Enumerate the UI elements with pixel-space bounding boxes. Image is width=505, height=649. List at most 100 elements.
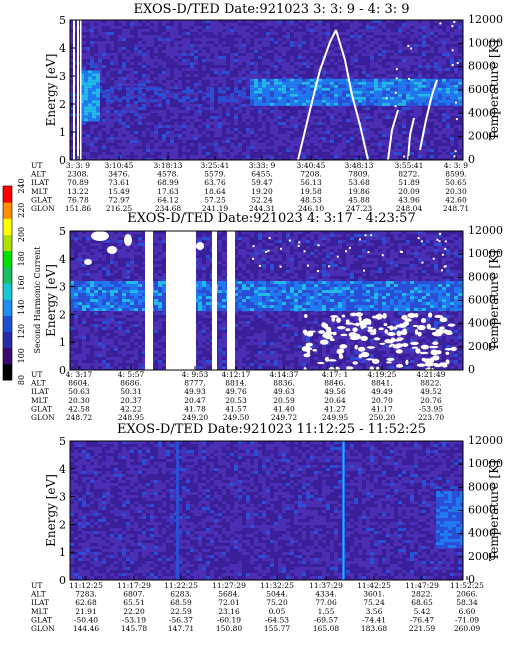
spectrogram-cell xyxy=(94,158,98,160)
emission-band-cell xyxy=(318,87,322,91)
spectrogram-cell xyxy=(418,44,422,47)
spectrogram-cell xyxy=(102,137,106,140)
spectrogram-cell xyxy=(390,107,394,110)
spectrogram-cell xyxy=(170,53,174,56)
spectrogram-cell xyxy=(126,128,130,131)
spectrogram-cell xyxy=(102,146,106,149)
emission-band-cell xyxy=(270,99,274,103)
spectrogram-cell xyxy=(302,62,306,65)
spectrogram-cell xyxy=(318,143,322,146)
spectrogram-cell xyxy=(326,56,330,59)
spectrogram-cell xyxy=(366,146,370,149)
spectrogram-cell xyxy=(370,128,374,131)
spectrogram-cell xyxy=(142,128,146,131)
spectrogram-cell xyxy=(226,140,230,143)
emission-band-cell xyxy=(290,102,294,106)
spectrogram-cell xyxy=(206,104,210,107)
spectrogram-cell xyxy=(290,62,294,65)
spectrogram-cell xyxy=(370,152,374,155)
spectrogram-cell xyxy=(130,140,134,143)
spectrogram-cell xyxy=(338,29,342,32)
spectrogram-cell xyxy=(74,95,78,98)
spectrogram-cell xyxy=(106,122,110,125)
spectrogram-cell xyxy=(154,47,158,50)
spectrogram-cell xyxy=(270,116,274,119)
spectrogram-cell xyxy=(154,23,158,26)
spectrogram-cell xyxy=(178,56,182,59)
spectrogram-cell xyxy=(102,44,106,47)
spectrogram-cell xyxy=(106,146,110,149)
spectrogram-cell xyxy=(226,143,230,146)
spectrogram-cell xyxy=(202,29,206,32)
spectrogram-cell xyxy=(262,71,266,74)
spectrogram-cell xyxy=(326,119,330,122)
emission-band-cell xyxy=(366,102,370,106)
spectrogram-cell xyxy=(238,155,242,158)
spectrogram-cell xyxy=(306,41,310,44)
spectrogram-cell xyxy=(98,128,102,131)
spectrogram-cell xyxy=(74,83,78,86)
spectrogram-cell xyxy=(306,35,310,38)
spectrogram-cell xyxy=(346,62,350,65)
spectrogram-cell xyxy=(334,59,338,62)
spectrogram-cell xyxy=(286,32,290,35)
spectrogram-cell xyxy=(134,74,138,77)
spectrogram-cell xyxy=(118,149,122,152)
spectrogram-cell xyxy=(254,62,258,65)
spectrogram-cell xyxy=(98,134,102,137)
spectrogram-cell xyxy=(434,149,438,152)
spectrogram-cell xyxy=(318,23,322,26)
spectrogram-cell xyxy=(126,152,130,155)
spectrogram-cell xyxy=(358,77,362,80)
spectrogram-cell xyxy=(230,89,234,92)
spectrogram-cell xyxy=(390,50,394,53)
spectrogram-cell xyxy=(274,29,278,32)
spectrogram-cell xyxy=(154,107,158,110)
spectrogram-cell xyxy=(170,80,174,83)
spectrogram-cell xyxy=(450,71,454,74)
spectrogram-cell xyxy=(226,104,230,107)
spectrogram-cell xyxy=(270,29,274,32)
spectrogram-cell xyxy=(106,104,110,107)
spectrogram-cell xyxy=(426,44,430,47)
spectrogram-cell xyxy=(162,131,166,134)
spectrogram-cell xyxy=(442,113,446,116)
spectrogram-cell xyxy=(82,35,86,38)
spectrogram-cell xyxy=(378,149,382,152)
spectrogram-cell xyxy=(262,122,266,125)
emission-band-cell xyxy=(286,93,290,97)
spectrogram-cell xyxy=(106,71,110,74)
spectrogram-cell xyxy=(142,77,146,80)
spectrogram-cell xyxy=(130,80,134,83)
spectrogram-cell xyxy=(386,41,390,44)
spectrogram-cell xyxy=(362,47,366,50)
spectrogram-cell xyxy=(410,29,414,32)
spectrogram-cell xyxy=(90,38,94,41)
spectrogram-cell xyxy=(306,149,310,152)
spectrogram-cell xyxy=(266,74,270,77)
spectrogram-cell xyxy=(170,32,174,35)
spectrogram-cell xyxy=(262,44,266,47)
spectrogram-cell xyxy=(262,38,266,41)
spectrogram-cell xyxy=(350,107,354,110)
spectrogram-cell xyxy=(202,44,206,47)
spectrogram-cell xyxy=(134,98,138,101)
emission-band-cell xyxy=(382,78,386,82)
emission-band-cell xyxy=(318,90,322,94)
emission-band-cell xyxy=(278,84,282,88)
spectrogram-cell xyxy=(186,92,190,95)
spectrogram-cell xyxy=(86,20,90,23)
spectrogram-cell xyxy=(358,20,362,23)
spectrogram-cell xyxy=(290,26,294,29)
spectrogram-cell xyxy=(418,68,422,71)
spectrogram-cell xyxy=(170,116,174,119)
spectrogram-cell xyxy=(126,50,130,53)
spectrogram-cell xyxy=(262,41,266,44)
spectrogram-cell xyxy=(130,119,134,122)
spectrogram-cell xyxy=(150,152,154,155)
spectrogram-cell xyxy=(218,44,222,47)
spectrogram-cell xyxy=(418,26,422,29)
emission-band-cell xyxy=(294,78,298,82)
spectrogram-cell xyxy=(410,140,414,143)
spectrogram-cell xyxy=(282,47,286,50)
